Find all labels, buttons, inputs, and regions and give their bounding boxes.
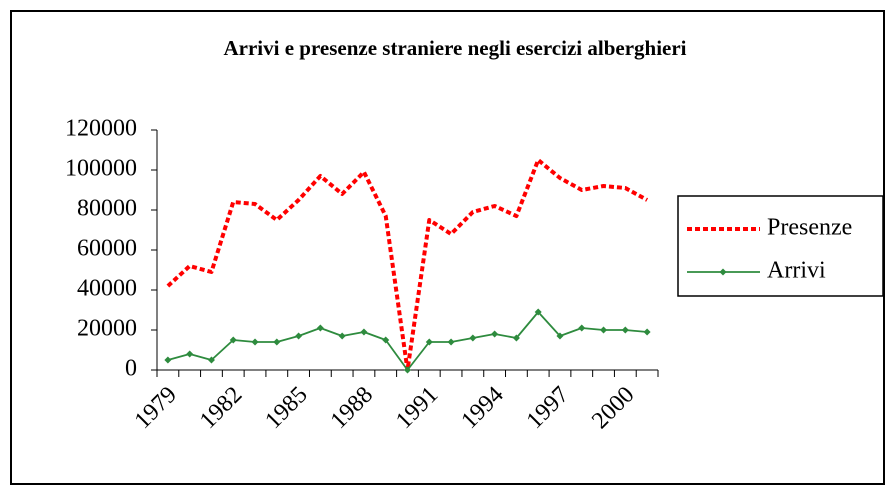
- y-tick-label: 80000: [77, 196, 137, 222]
- point-marker: [447, 338, 455, 346]
- point-marker: [229, 336, 237, 344]
- point-marker: [338, 332, 346, 340]
- point-marker: [643, 328, 651, 336]
- legend-marker: [719, 268, 727, 276]
- y-tick-label: 60000: [77, 236, 137, 262]
- point-marker: [360, 328, 368, 336]
- point-marker: [295, 332, 303, 340]
- y-tick-label: 120000: [65, 116, 137, 142]
- point-marker: [491, 330, 499, 338]
- legend-label: Arrivi: [767, 258, 826, 284]
- point-marker: [469, 334, 477, 342]
- point-marker: [186, 350, 194, 358]
- point-marker: [600, 326, 608, 334]
- point-marker: [404, 366, 411, 374]
- point-marker: [164, 356, 172, 364]
- y-tick-label: 40000: [77, 276, 137, 302]
- y-tick-label: 100000: [65, 156, 137, 182]
- point-marker: [316, 324, 324, 332]
- legend: [677, 195, 884, 297]
- point-marker: [578, 324, 586, 332]
- chart-title: Arrivi e presenze straniere negli eserci…: [223, 36, 686, 60]
- y-tick-label: 0: [125, 356, 137, 382]
- legend-label: Presenze: [767, 215, 852, 241]
- point-marker: [207, 356, 215, 364]
- point-marker: [534, 308, 542, 316]
- point-marker: [382, 336, 390, 344]
- point-marker: [273, 338, 281, 346]
- y-tick-label: 20000: [77, 316, 137, 342]
- point-marker: [556, 332, 564, 340]
- point-marker: [621, 326, 629, 334]
- point-marker: [512, 334, 520, 342]
- point-marker: [425, 338, 433, 346]
- point-marker: [251, 338, 259, 346]
